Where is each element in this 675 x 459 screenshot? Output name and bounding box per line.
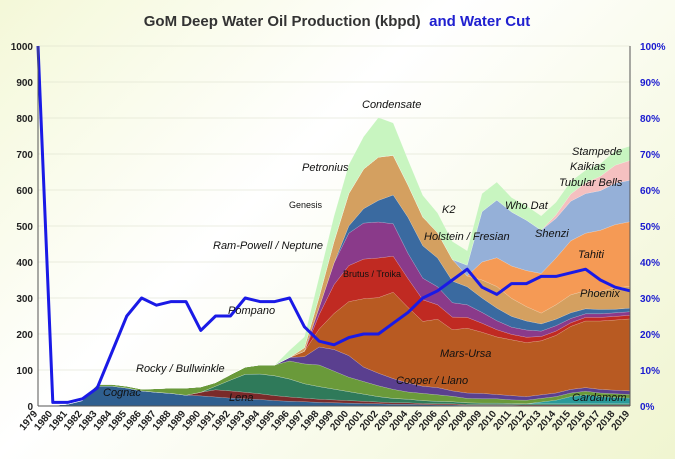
y2-tick-label: 60%	[640, 186, 660, 197]
annotation-genesis: Genesis	[289, 200, 323, 210]
annotation-mars-ursa: Mars-Ursa	[440, 348, 491, 360]
annotation-petronius: Petronius	[302, 162, 349, 174]
y-tick-label: 500	[16, 222, 33, 233]
y2-tick-label: 40%	[640, 258, 660, 269]
y-tick-label: 600	[16, 186, 33, 197]
chart-title-main: GoM Deep Water Oil Production (kbpd)	[144, 13, 421, 30]
annotation-rocky-bullwinkle: Rocky / Bullwinkle	[136, 363, 225, 375]
y2-tick-label: 30%	[640, 294, 660, 305]
y-axis-right: 0% 10% 20% 30% 40% 50% 60% 70% 80% 90% 100%	[640, 42, 666, 413]
water-cut-line	[36, 45, 631, 404]
annotation-tubular-bells: Tubular Bells	[559, 177, 623, 189]
y-tick-label: 100	[16, 366, 33, 377]
annotation-ram-powell-neptune: Ram-Powell / Neptune	[213, 240, 323, 252]
y-tick-label: 300	[16, 294, 33, 305]
y-axis-left: 0 100 200 300 400 500 600 700 800 900 1000	[11, 42, 34, 413]
annotation-stampede: Stampede	[572, 146, 622, 158]
y2-tick-label: 70%	[640, 150, 660, 161]
annotation-tahiti: Tahiti	[578, 249, 604, 261]
annotation-brutus-troika: Brutus / Troika	[343, 269, 401, 279]
annotation-cooper-llano: Cooper / Llano	[396, 375, 468, 387]
plot-area	[36, 45, 631, 407]
annotation-phoenix: Phoenix	[580, 288, 620, 300]
y2-tick-label: 100%	[640, 42, 666, 53]
annotation-condensate: Condensate	[362, 99, 421, 111]
annotation-k2: K2	[442, 204, 455, 216]
y2-tick-label: 80%	[640, 114, 660, 125]
y-tick-label: 700	[16, 150, 33, 161]
y2-tick-label: 0%	[640, 402, 655, 413]
annotation-cardamom: Cardamom	[572, 392, 626, 404]
annotation-holstein-fresian: Holstein / Fresian	[424, 231, 510, 243]
y2-tick-label: 10%	[640, 366, 660, 377]
y-tick-label: 1000	[11, 42, 34, 53]
annotation-pompano: Pompano	[228, 305, 275, 317]
annotation-kaikias: Kaikias	[570, 161, 606, 173]
x-axis: 1979198019811982198319841985198619871988…	[18, 409, 633, 433]
y-tick-label: 900	[16, 78, 33, 89]
y-tick-label: 800	[16, 114, 33, 125]
y2-tick-label: 50%	[640, 222, 660, 233]
y-tick-label: 0	[27, 402, 33, 413]
annotation-cognac: Cognac	[103, 387, 141, 399]
chart-title-water-cut: and Water Cut	[429, 13, 530, 30]
field-annotations: Condensate Petronius Genesis Ram-Powell …	[103, 99, 626, 404]
annotation-shenzi: Shenzi	[535, 228, 569, 240]
chart-title: GoM Deep Water Oil Production (kbpd) and…	[144, 13, 531, 30]
y2-tick-label: 90%	[640, 78, 660, 89]
annotation-lena: Lena	[229, 392, 253, 404]
y-tick-label: 400	[16, 258, 33, 269]
y2-tick-label: 20%	[640, 330, 660, 341]
y-tick-label: 200	[16, 330, 33, 341]
annotation-who-dat: Who Dat	[505, 200, 549, 212]
